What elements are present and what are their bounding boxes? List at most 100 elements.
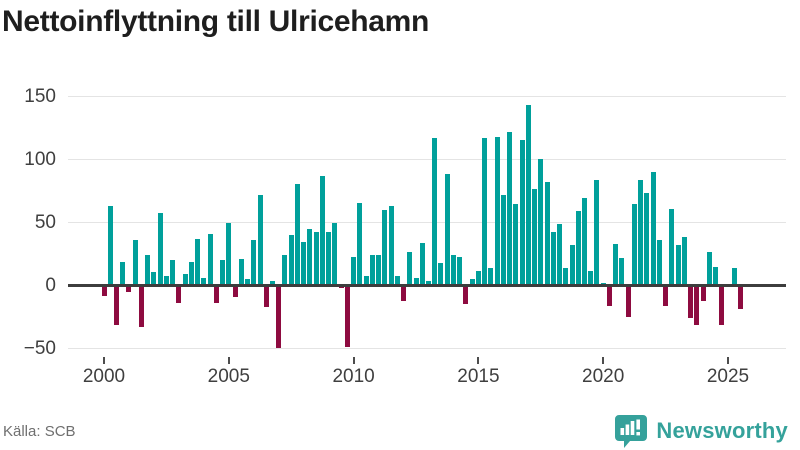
bar <box>407 251 413 286</box>
bar <box>681 236 687 286</box>
bar <box>507 132 513 286</box>
bar <box>613 244 619 286</box>
bar <box>263 285 269 307</box>
bar <box>376 255 382 286</box>
bar <box>719 285 725 325</box>
bar <box>332 222 338 286</box>
bar <box>232 285 238 297</box>
source-caption: Källa: SCB <box>3 423 76 440</box>
y-axis-tick-label: 100 <box>24 149 56 171</box>
bar <box>269 280 275 286</box>
bar <box>444 173 450 286</box>
bar <box>625 285 631 318</box>
bar <box>276 285 282 349</box>
bar <box>238 259 244 286</box>
bar <box>113 285 119 325</box>
bar <box>688 285 694 319</box>
bar <box>706 251 712 286</box>
newsworthy-logo-text: Newsworthy <box>656 418 788 443</box>
bar <box>575 211 581 286</box>
bar <box>132 240 138 286</box>
bar <box>494 137 500 286</box>
bar <box>257 195 263 286</box>
bar <box>694 285 700 325</box>
x-axis-tick <box>477 357 480 364</box>
gridline <box>68 222 786 224</box>
bar <box>213 285 219 304</box>
y-axis-tick-label: 50 <box>34 212 56 234</box>
bar <box>500 195 506 286</box>
bar <box>201 278 207 286</box>
bar <box>170 260 176 286</box>
bar <box>663 285 669 306</box>
bar <box>550 231 556 286</box>
bar <box>394 275 400 286</box>
bar <box>656 240 662 286</box>
bar <box>594 179 600 286</box>
x-axis-tick-label: 2005 <box>207 366 250 387</box>
bar <box>220 260 226 286</box>
bar <box>438 262 444 286</box>
bar <box>195 239 201 286</box>
bar <box>713 266 719 286</box>
bar <box>638 179 644 286</box>
bar <box>319 176 325 286</box>
newsworthy-logo: Newsworthy <box>614 412 788 450</box>
y-axis-tick-label: 0 <box>45 275 56 297</box>
bar <box>369 255 375 286</box>
bar <box>419 242 425 286</box>
bar <box>731 267 737 286</box>
bar <box>120 261 126 286</box>
bar <box>301 241 307 286</box>
bar <box>513 203 519 286</box>
bar <box>669 208 675 286</box>
bar <box>357 202 363 286</box>
bar <box>326 231 332 286</box>
bar <box>207 234 213 286</box>
bar <box>282 255 288 286</box>
bar <box>475 270 481 286</box>
x-axis-tick <box>103 357 105 364</box>
x-axis-tick-label: 2015 <box>457 366 500 387</box>
bar <box>563 267 569 286</box>
bar <box>700 285 706 301</box>
bar <box>188 261 194 286</box>
bar <box>163 275 169 286</box>
bar <box>313 231 319 286</box>
bar <box>644 192 650 286</box>
bar <box>294 183 300 286</box>
x-axis-tick <box>227 357 230 364</box>
x-axis-tick-label: 2020 <box>582 366 625 387</box>
bar <box>606 285 612 306</box>
bar <box>138 285 144 328</box>
x-axis-tick <box>602 357 605 364</box>
gridline <box>68 347 786 349</box>
bar <box>463 285 469 305</box>
bar <box>176 285 182 304</box>
x-axis-tick-label: 2000 <box>82 366 126 387</box>
bar <box>182 274 188 286</box>
x-axis-tick-label: 2025 <box>706 366 750 387</box>
y-axis-tick-label: −50 <box>23 337 56 359</box>
bar <box>363 275 369 286</box>
bar <box>307 229 313 286</box>
bar <box>145 255 151 286</box>
bar <box>432 138 438 286</box>
bar <box>469 279 475 286</box>
bar <box>457 256 463 286</box>
bar <box>544 182 550 286</box>
bar <box>450 255 456 286</box>
gridline <box>68 159 786 161</box>
bar <box>631 203 637 286</box>
bar <box>226 222 232 286</box>
bar <box>107 206 113 286</box>
bar <box>557 223 563 286</box>
bar <box>126 285 132 292</box>
bar <box>401 285 407 301</box>
bar <box>351 256 357 286</box>
chart-title: Nettoinflyttning till Ulricehamn <box>2 5 430 38</box>
bar <box>532 188 538 286</box>
bar <box>413 278 419 286</box>
x-axis-tick <box>727 357 729 364</box>
bar <box>619 257 625 286</box>
